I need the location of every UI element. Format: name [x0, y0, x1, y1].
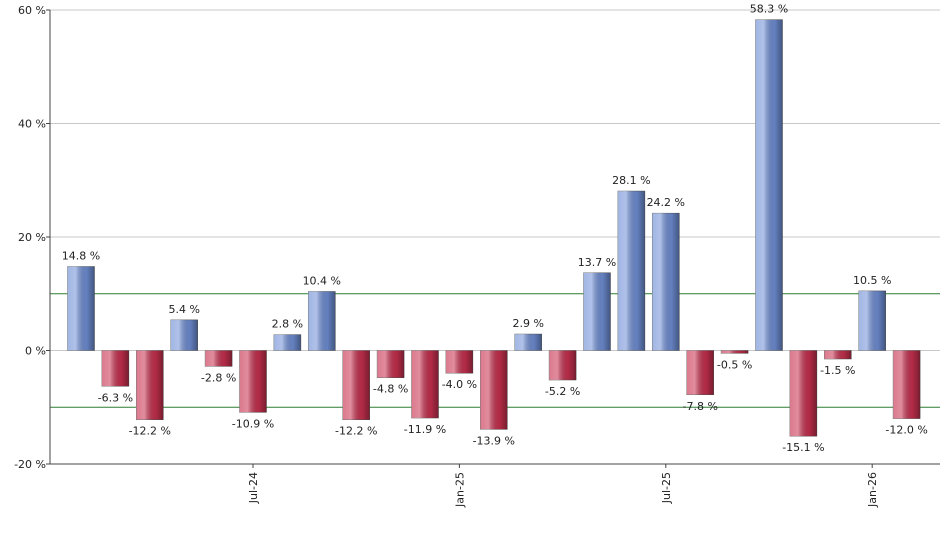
bar-group — [376, 350, 405, 378]
value-label: -1.5 % — [820, 364, 855, 377]
bar-shade — [136, 350, 164, 420]
bar-shade — [617, 191, 645, 351]
bar-group — [136, 350, 164, 420]
bar-shade — [101, 350, 129, 387]
bar-shade — [170, 319, 198, 351]
bar-group — [273, 334, 302, 351]
value-label: 14.8 % — [62, 250, 100, 263]
bar-group — [101, 350, 130, 387]
bar-shade — [858, 290, 886, 351]
bar-group — [204, 350, 233, 367]
bar-group — [67, 266, 95, 351]
value-label: 10.5 % — [853, 274, 891, 287]
bar-group — [480, 350, 508, 430]
bar-group — [308, 291, 336, 351]
value-label: 10.4 % — [303, 274, 341, 287]
bar-shade — [755, 19, 783, 351]
value-label: 13.7 % — [578, 256, 616, 269]
value-label: -11.9 % — [404, 423, 446, 436]
bar-group — [239, 350, 267, 413]
bar-shade — [549, 350, 577, 381]
bar-shade — [377, 350, 405, 378]
bar-group — [652, 212, 680, 351]
bar-group — [755, 19, 783, 351]
bar-group — [789, 350, 818, 437]
value-label: -15.1 % — [782, 441, 824, 454]
y-tick-label: 0 % — [25, 345, 46, 358]
value-label: -10.9 % — [232, 417, 274, 430]
bar-shade — [239, 350, 267, 413]
bar-group — [445, 350, 474, 374]
value-label: 28.1 % — [612, 174, 650, 187]
bar-shade — [789, 350, 817, 437]
value-label: -4.8 % — [373, 383, 408, 396]
bar-group — [583, 272, 611, 351]
x-tick-label: Jul-25 — [660, 472, 673, 504]
bar-shade — [308, 291, 336, 351]
bar-group — [170, 319, 198, 351]
bar-shade — [205, 350, 233, 367]
y-tick-label: 40 % — [18, 118, 46, 131]
bar-group — [720, 350, 749, 354]
value-label: 58.3 % — [750, 3, 788, 16]
x-tick-label: Jan-25 — [453, 472, 466, 508]
bar-shade — [893, 350, 921, 419]
value-label: -12.0 % — [885, 424, 927, 437]
bar-shade — [411, 350, 439, 419]
y-tick-label: -20 % — [14, 458, 46, 471]
bar-group — [686, 350, 714, 396]
value-label: -5.2 % — [545, 385, 580, 398]
bar-group — [858, 290, 886, 351]
bar-group — [824, 350, 852, 360]
y-tick-label: 20 % — [18, 231, 46, 244]
bar-shade — [273, 334, 301, 351]
value-label: -6.3 % — [98, 391, 133, 404]
value-label: 2.9 % — [512, 317, 543, 330]
bar-shade — [686, 350, 714, 395]
bar-shade — [514, 334, 542, 351]
bar-shade — [445, 350, 473, 374]
bar-shade — [583, 272, 611, 351]
bar-group — [892, 350, 921, 419]
y-tick-label: 60 % — [18, 4, 46, 17]
bar-group — [411, 350, 439, 419]
bar-shade — [824, 350, 852, 360]
value-label: -0.5 % — [717, 358, 752, 371]
bar-group — [617, 190, 646, 351]
value-label: 5.4 % — [168, 303, 199, 316]
bar-shade — [342, 350, 370, 420]
bar-group — [514, 333, 542, 351]
value-label: -13.9 % — [473, 434, 515, 447]
value-label: 2.8 % — [272, 318, 303, 331]
value-label: -4.0 % — [442, 378, 477, 391]
value-label: -7.8 % — [682, 400, 717, 413]
bar-group — [342, 350, 370, 420]
value-label: -12.2 % — [335, 425, 377, 438]
bar-shade — [652, 213, 680, 351]
x-tick-label: Jul-24 — [247, 472, 260, 504]
value-label: 24.2 % — [647, 196, 685, 209]
value-label: -12.2 % — [129, 425, 171, 438]
x-tick-label: Jan-26 — [866, 472, 879, 508]
bar-shade — [67, 266, 95, 351]
bar-group — [548, 350, 577, 381]
value-label: -2.8 % — [201, 371, 236, 384]
bar-shade — [721, 350, 749, 354]
bar-shade — [480, 350, 508, 430]
